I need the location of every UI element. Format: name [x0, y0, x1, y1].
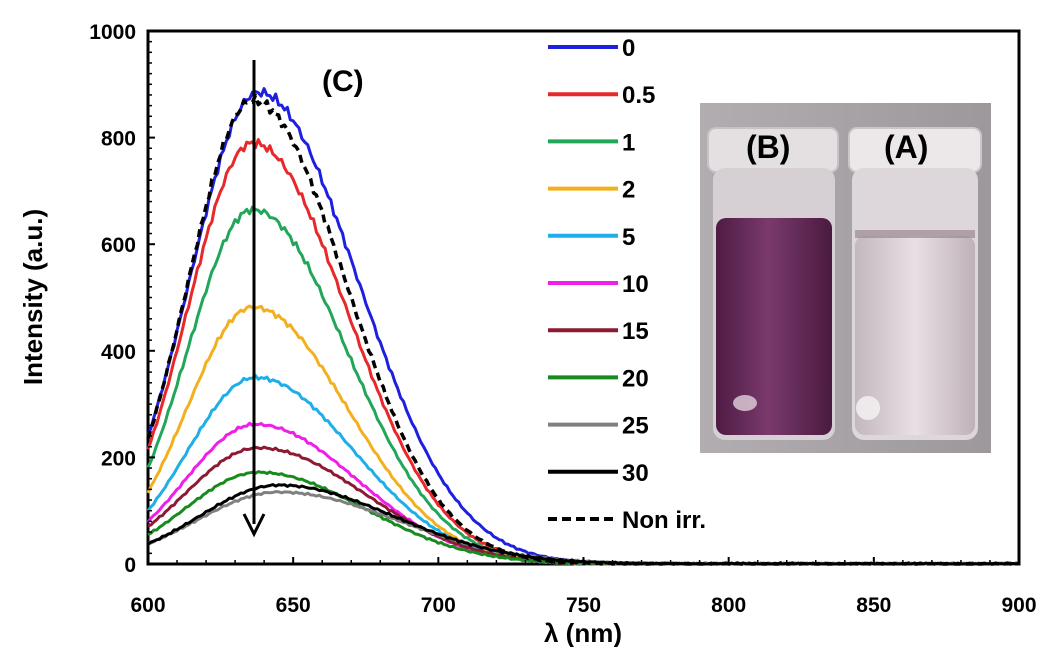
x-tick-label: 800 — [711, 594, 746, 617]
x-tick-label: 600 — [130, 594, 165, 617]
vial-a-liquid — [855, 236, 975, 435]
decrease-arrow — [242, 60, 266, 538]
inset-photo: (B) (A) — [700, 103, 991, 453]
y-axis-title: Intensity (a.u.) — [18, 209, 48, 385]
x-tick-label: 900 — [1001, 594, 1036, 617]
y-tick-label: 200 — [101, 447, 136, 470]
photo-label-a: (A) — [884, 129, 928, 165]
y-tick-label: 1000 — [89, 21, 136, 44]
y-tick-label: 400 — [101, 341, 136, 364]
panel-label: (C) — [322, 65, 364, 98]
legend-label: 0 — [622, 35, 635, 62]
vial-b-glare — [733, 395, 757, 411]
vial-b-liquid — [716, 218, 832, 435]
legend-label: 10 — [622, 271, 649, 298]
x-tick-label: 750 — [566, 594, 601, 617]
legend-label: 1 — [622, 129, 635, 156]
legend-label: 20 — [622, 365, 649, 392]
y-tick-label: 0 — [124, 554, 136, 577]
legend-label: 30 — [622, 460, 649, 487]
legend-label: 2 — [622, 177, 635, 204]
x-tick-label: 650 — [276, 594, 311, 617]
legend-label: 15 — [622, 318, 649, 345]
legend-label: 25 — [622, 413, 649, 440]
legend-label: Non irr. — [622, 507, 706, 534]
y-tick-label: 800 — [101, 128, 136, 151]
vial-a-stir-bar — [856, 396, 880, 420]
photo-label-b: (B) — [746, 129, 790, 165]
x-tick-label: 850 — [856, 594, 891, 617]
y-tick-label: 600 — [101, 234, 136, 257]
x-tick-label: 700 — [421, 594, 456, 617]
x-axis-title: λ (nm) — [544, 618, 622, 647]
legend-label: 5 — [622, 224, 635, 251]
legend-label: 0.5 — [622, 82, 655, 109]
vial-a-meniscus — [855, 230, 975, 238]
